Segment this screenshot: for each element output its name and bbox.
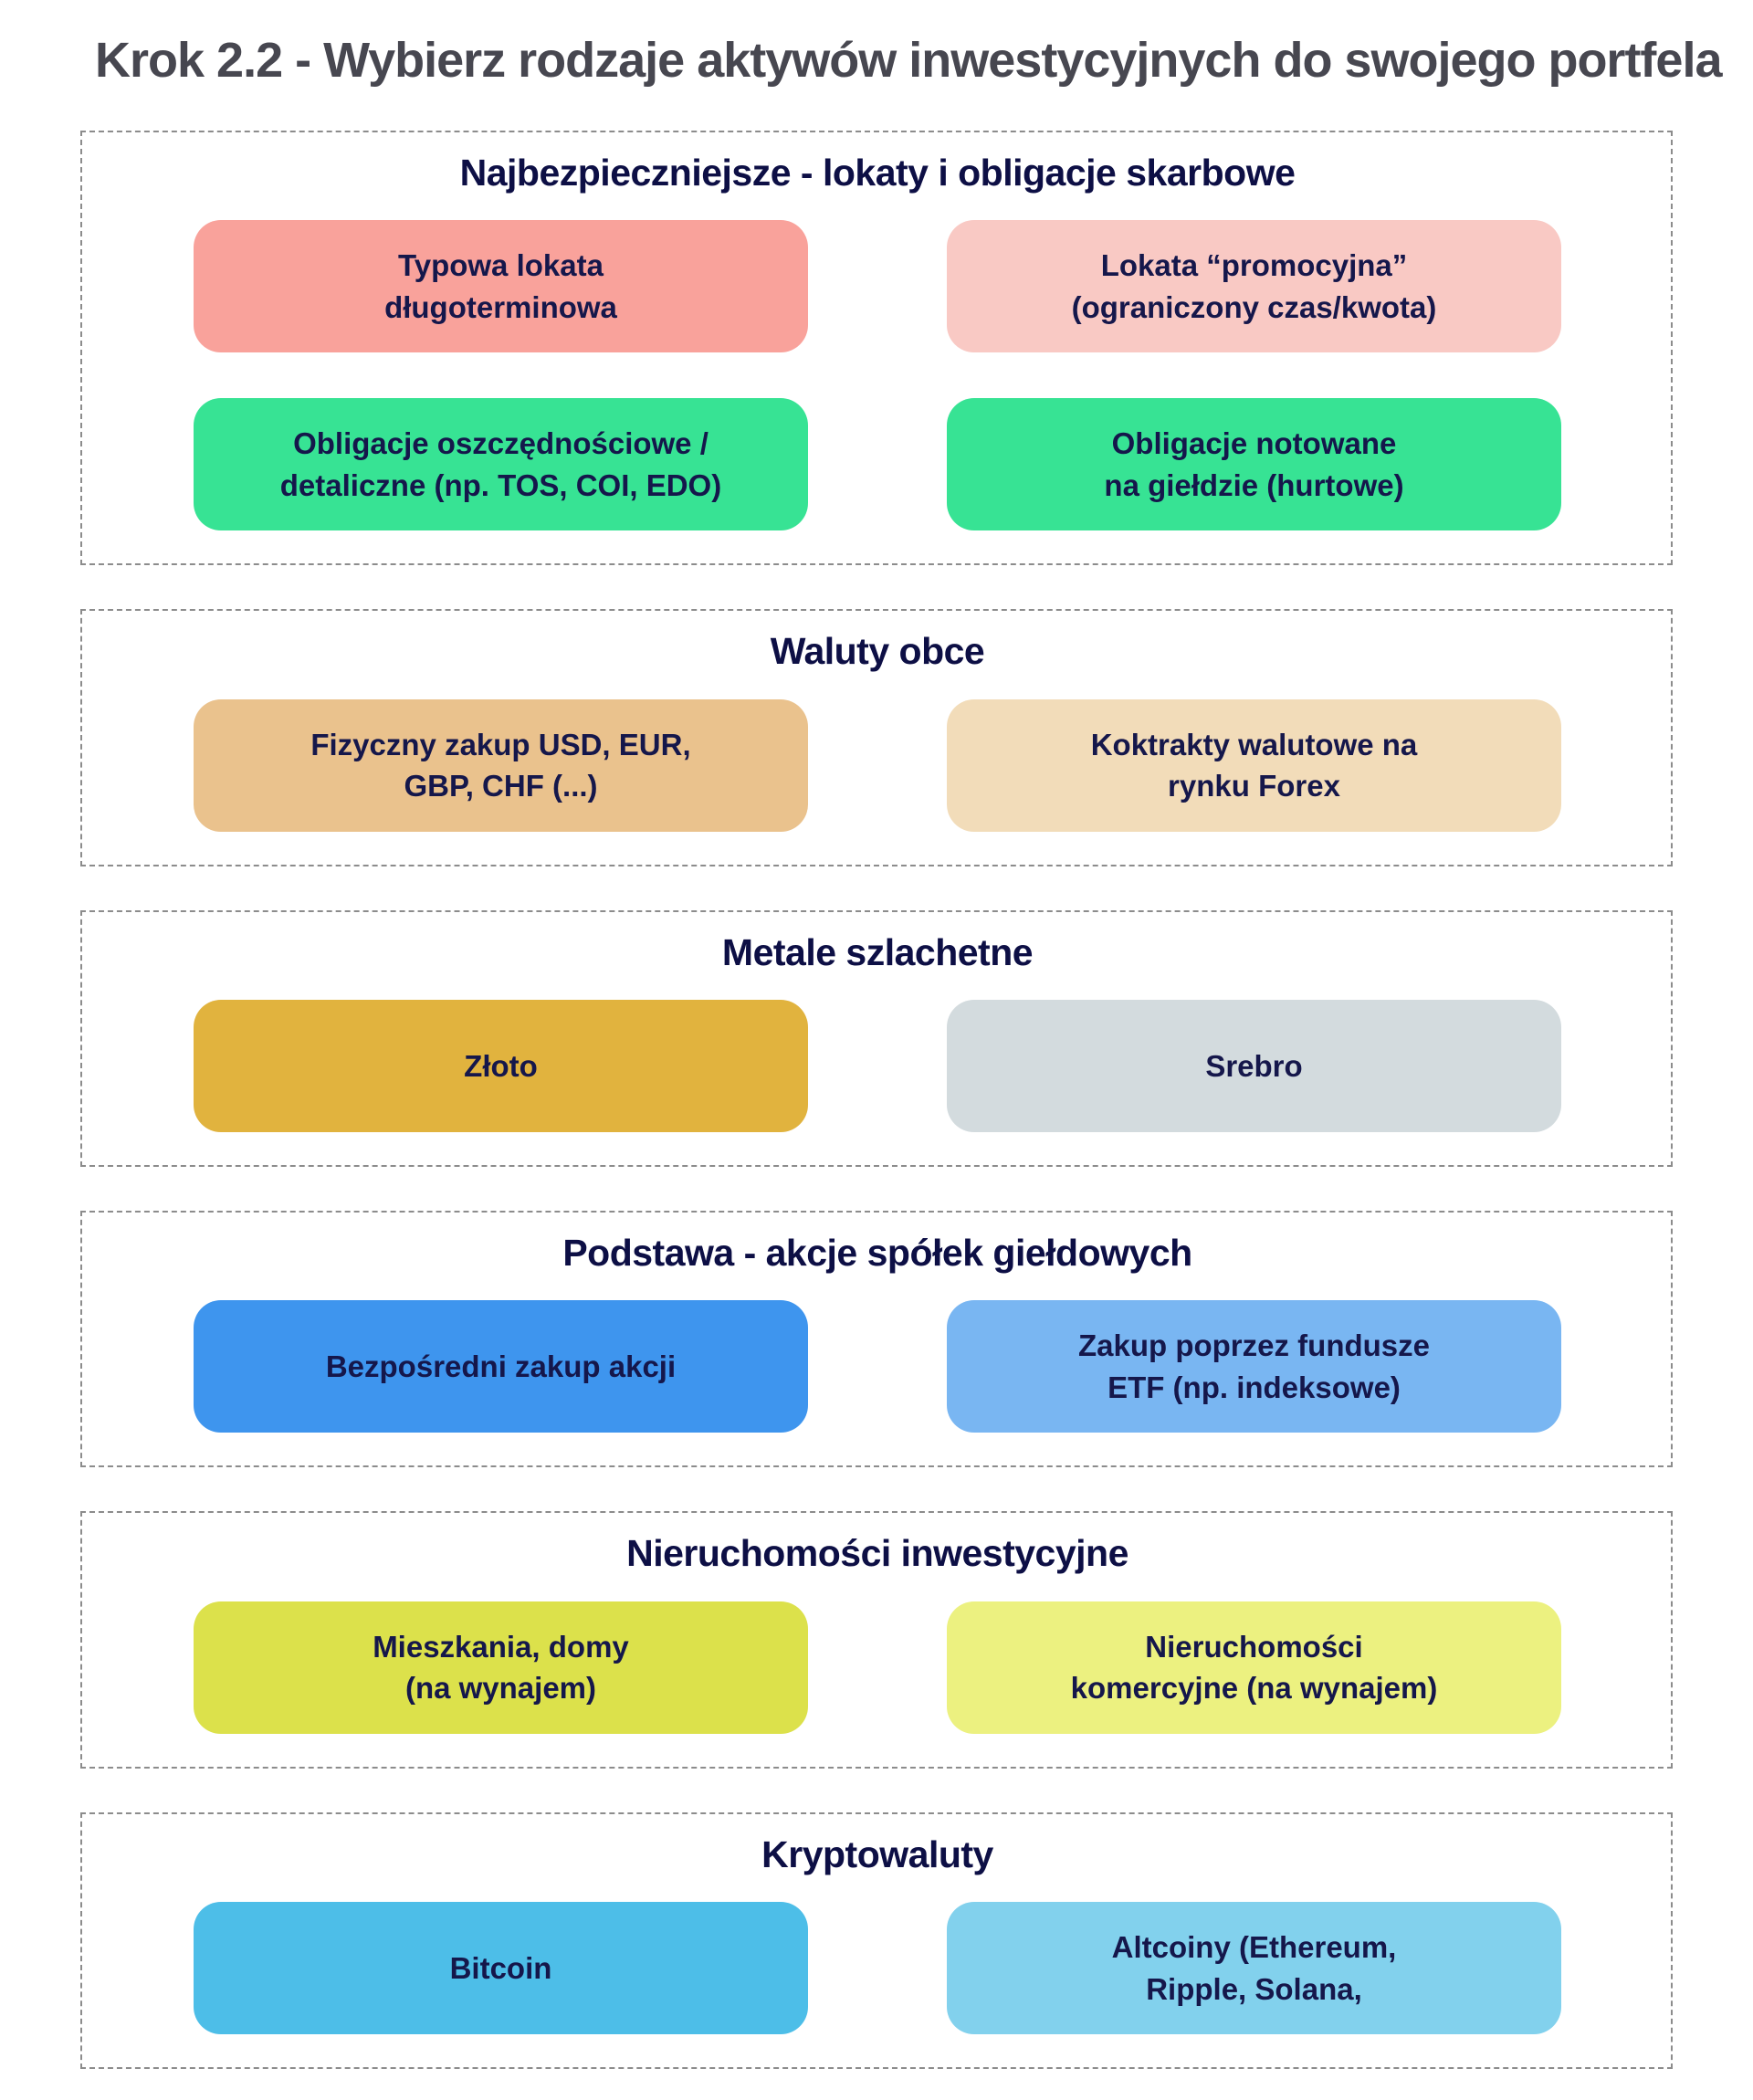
section-title: Najbezpieczniejsze - lokaty i obligacje …: [459, 151, 1296, 194]
asset-option-forex-contracts[interactable]: Koktrakty walutowe na rynku Forex: [947, 698, 1561, 832]
asset-option-typical-deposit[interactable]: Typowa lokata długoterminowa: [194, 220, 808, 353]
section-investment-real-estate: Nieruchomości inwestycyjne Mieszkania, d…: [80, 1511, 1673, 1769]
asset-option-promo-deposit[interactable]: Lokata “promocyjna” (ograniczony czas/kw…: [947, 220, 1561, 353]
asset-option-wholesale-listed-bonds[interactable]: Obligacje notowane na giełdzie (hurtowe): [947, 398, 1561, 531]
section-foreign-currencies: Waluty obce Fizyczny zakup USD, EUR, GBP…: [80, 609, 1673, 866]
asset-option-retail-savings-bonds[interactable]: Obligacje oszczędnościowe / detaliczne (…: [194, 398, 808, 531]
asset-option-direct-stock-purchase[interactable]: Bezpośredni zakup akcji: [194, 1300, 808, 1433]
section-title: Kryptowaluty: [761, 1832, 993, 1875]
box-grid: Bitcoin Altcoiny (Ethereum, Ripple, Sola…: [194, 1902, 1561, 2035]
asset-option-bitcoin[interactable]: Bitcoin: [194, 1902, 808, 2035]
section-listed-company-stocks: Podstawa - akcje spółek giełdowych Bezpo…: [80, 1210, 1673, 1468]
section-safest-deposits-bonds: Najbezpieczniejsze - lokaty i obligacje …: [80, 130, 1673, 566]
asset-option-residential-rental[interactable]: Mieszkania, domy (na wynajem): [194, 1601, 808, 1734]
asset-option-commercial-rental[interactable]: Nieruchomości komercyjne (na wynajem): [947, 1601, 1561, 1734]
section-title: Podstawa - akcje spółek giełdowych: [562, 1231, 1192, 1274]
asset-option-physical-currency-purchase[interactable]: Fizyczny zakup USD, EUR, GBP, CHF (...): [194, 698, 808, 832]
box-grid: Mieszkania, domy (na wynajem) Nieruchomo…: [194, 1601, 1561, 1734]
box-grid: Fizyczny zakup USD, EUR, GBP, CHF (...) …: [194, 698, 1561, 832]
sections-container: Najbezpieczniejsze - lokaty i obligacje …: [80, 130, 1673, 2070]
section-cryptocurrencies: Kryptowaluty Bitcoin Altcoiny (Ethereum,…: [80, 1811, 1673, 2070]
page-title: Krok 2.2 - Wybierz rodzaje aktywów inwes…: [95, 33, 1722, 88]
section-title: Metale szlachetne: [721, 930, 1034, 973]
section-title: Nieruchomości inwestycyjne: [626, 1532, 1128, 1575]
asset-option-altcoins[interactable]: Altcoiny (Ethereum, Ripple, Solana,: [947, 1902, 1561, 2035]
section-precious-metals: Metale szlachetne Złoto Srebro: [80, 909, 1673, 1167]
box-grid: Typowa lokata długoterminowa Lokata “pro…: [194, 220, 1561, 531]
box-grid: Bezpośredni zakup akcji Zakup poprzez fu…: [194, 1300, 1561, 1433]
asset-option-gold[interactable]: Złoto: [194, 999, 808, 1132]
asset-option-etf-funds[interactable]: Zakup poprzez fundusze ETF (np. indeksow…: [947, 1300, 1561, 1433]
asset-option-silver[interactable]: Srebro: [947, 999, 1561, 1132]
box-grid: Złoto Srebro: [194, 999, 1561, 1132]
section-title: Waluty obce: [770, 630, 985, 673]
